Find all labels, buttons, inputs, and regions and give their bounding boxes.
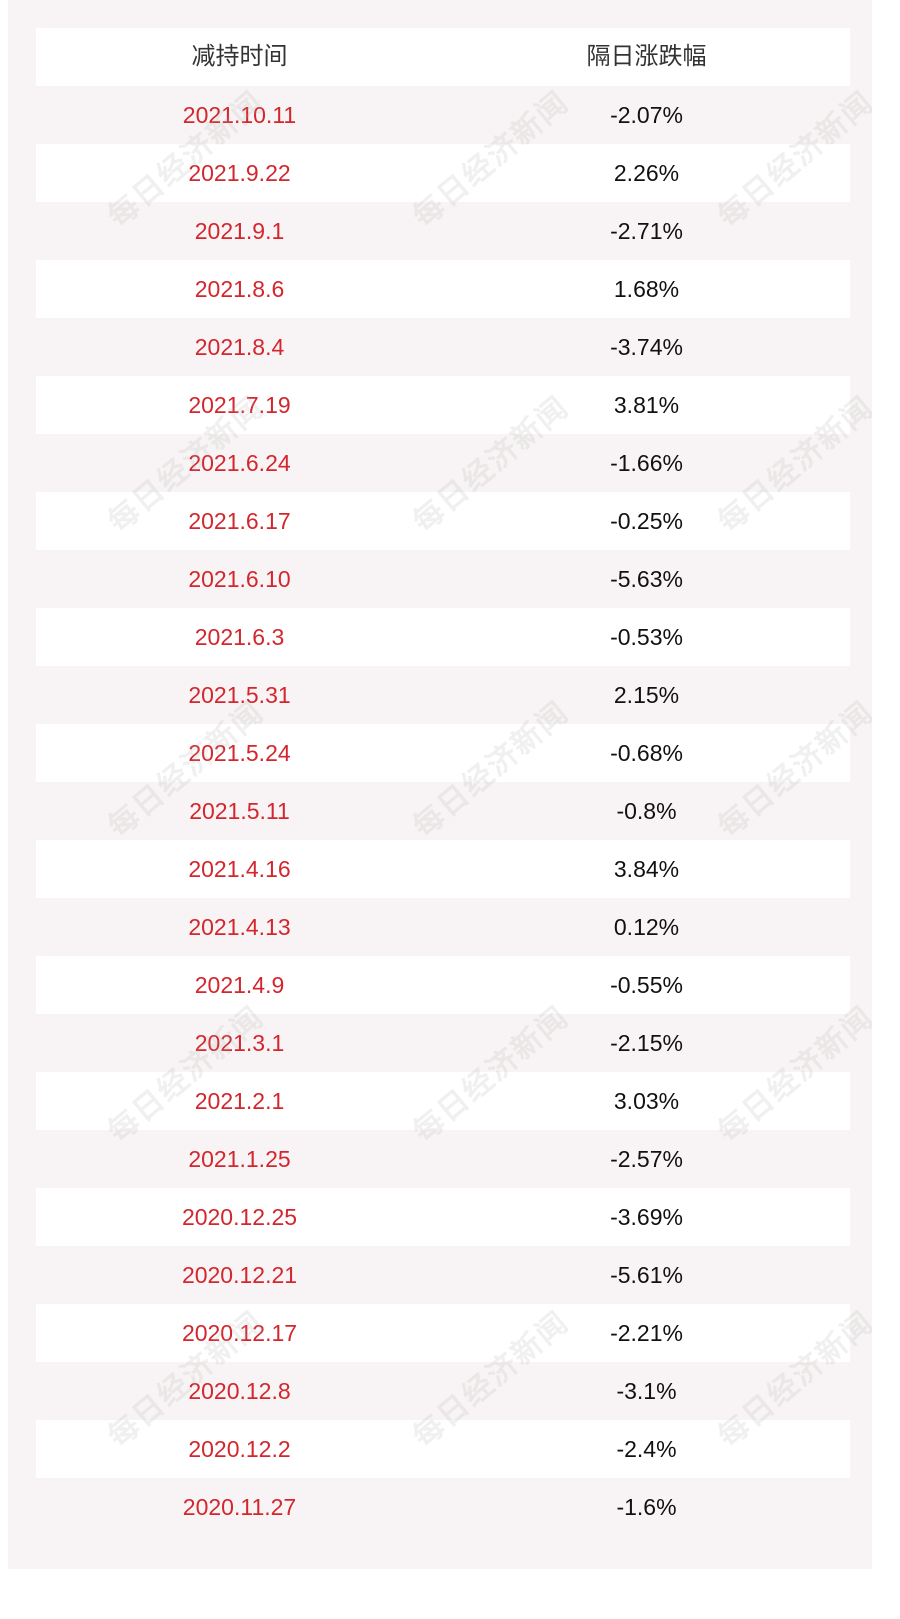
data-panel: 减持时间 隔日涨跌幅 2021.10.11 -2.07% 2021.9.22 2.26… (8, 0, 872, 1569)
reduction-date: 2021.6.17 (188, 508, 291, 534)
next-day-change: -2.07% (610, 102, 683, 128)
next-day-change: -1.6% (616, 1494, 677, 1520)
next-day-change: -3.74% (610, 334, 683, 360)
table-row: 2021.5.31 2.15% (36, 666, 850, 724)
next-day-change: -2.71% (610, 218, 683, 244)
reduction-date: 2021.1.25 (188, 1146, 291, 1172)
reduction-date: 2021.4.9 (194, 972, 285, 998)
table-row: 2021.4.9 -0.55% (36, 956, 850, 1014)
reduction-date: 2021.7.19 (188, 392, 291, 418)
reduction-date: 2020.11.27 (182, 1494, 297, 1520)
reduction-date: 2021.5.24 (188, 740, 291, 766)
table-row: 2020.11.27 -1.6% (36, 1478, 850, 1536)
next-day-change: -3.1% (616, 1378, 677, 1404)
reduction-date: 2021.4.16 (188, 856, 291, 882)
next-day-change: 3.81% (613, 392, 680, 418)
table-row: 2021.6.3 -0.53% (36, 608, 850, 666)
next-day-change: 2.15% (613, 682, 680, 708)
table-row: 2021.8.4 -3.74% (36, 318, 850, 376)
reduction-date: 2020.12.2 (188, 1436, 291, 1462)
next-day-change: 1.68% (613, 276, 680, 302)
table-row: 2021.6.10 -5.63% (36, 550, 850, 608)
table-row: 2021.4.13 0.12% (36, 898, 850, 956)
reduction-date: 2021.6.3 (194, 624, 285, 650)
reduction-date: 2021.8.4 (194, 334, 285, 360)
table-row: 2021.3.1 -2.15% (36, 1014, 850, 1072)
table-row: 2020.12.21 -5.61% (36, 1246, 850, 1304)
table-row: 2020.12.2 -2.4% (36, 1420, 850, 1478)
next-day-change: 3.03% (613, 1088, 680, 1114)
reduction-date: 2021.10.11 (182, 102, 297, 128)
next-day-change: -2.57% (610, 1146, 683, 1172)
next-day-change: -5.63% (610, 566, 683, 592)
reduction-date: 2020.12.21 (181, 1262, 298, 1288)
table-row: 2020.12.25 -3.69% (36, 1188, 850, 1246)
reduction-date: 2021.8.6 (194, 276, 285, 302)
reduction-date: 2021.5.11 (189, 798, 290, 824)
reduction-date: 2021.9.1 (194, 218, 285, 244)
table-header: 减持时间 隔日涨跌幅 (36, 28, 850, 86)
next-day-change: -2.15% (610, 1030, 683, 1056)
next-day-change: -0.25% (610, 508, 683, 534)
reduction-date: 2021.6.24 (188, 450, 291, 476)
next-day-change: -1.66% (610, 450, 683, 476)
next-day-change: -0.8% (616, 798, 677, 824)
table-body: 2021.10.11 -2.07% 2021.9.22 2.26% 2021.9.1 -2… (36, 86, 850, 1536)
next-day-change: -3.69% (610, 1204, 683, 1230)
reduction-date: 2021.9.22 (188, 160, 291, 186)
next-day-change: 3.84% (613, 856, 680, 882)
table-row: 2021.4.16 3.84% (36, 840, 850, 898)
header-change: 隔日涨跌幅 (586, 43, 707, 70)
reduction-date: 2020.12.8 (188, 1378, 291, 1404)
next-day-change: -0.55% (610, 972, 683, 998)
reduction-date: 2020.12.25 (181, 1204, 298, 1230)
next-day-change: 0.12% (613, 914, 680, 940)
next-day-change: -5.61% (610, 1262, 683, 1288)
reduction-date: 2021.5.31 (188, 682, 291, 708)
table-row: 2021.9.1 -2.71% (36, 202, 850, 260)
table-row: 2021.1.25 -2.57% (36, 1130, 850, 1188)
table-row: 2021.8.6 1.68% (36, 260, 850, 318)
table-row: 2021.6.17 -0.25% (36, 492, 850, 550)
next-day-change: -2.4% (616, 1436, 677, 1462)
table-row: 2021.6.24 -1.66% (36, 434, 850, 492)
reduction-date: 2020.12.17 (181, 1320, 298, 1346)
next-day-change: -0.68% (610, 740, 683, 766)
table-row: 2021.2.1 3.03% (36, 1072, 850, 1130)
reduction-table: 减持时间 隔日涨跌幅 2021.10.11 -2.07% 2021.9.22 2.26… (36, 28, 850, 1536)
reduction-date: 2021.4.13 (188, 914, 291, 940)
table-row: 2021.7.19 3.81% (36, 376, 850, 434)
table-row: 2020.12.17 -2.21% (36, 1304, 850, 1362)
header-date: 减持时间 (191, 43, 288, 70)
next-day-change: 2.26% (613, 160, 680, 186)
reduction-date: 2021.3.1 (194, 1030, 285, 1056)
table-row: 2021.5.24 -0.68% (36, 724, 850, 782)
next-day-change: -2.21% (610, 1320, 683, 1346)
table-row: 2021.10.11 -2.07% (36, 86, 850, 144)
reduction-date: 2021.6.10 (188, 566, 291, 592)
table-row: 2020.12.8 -3.1% (36, 1362, 850, 1420)
reduction-date: 2021.2.1 (194, 1088, 285, 1114)
next-day-change: -0.53% (610, 624, 683, 650)
table-row: 2021.9.22 2.26% (36, 144, 850, 202)
table-row: 2021.5.11 -0.8% (36, 782, 850, 840)
